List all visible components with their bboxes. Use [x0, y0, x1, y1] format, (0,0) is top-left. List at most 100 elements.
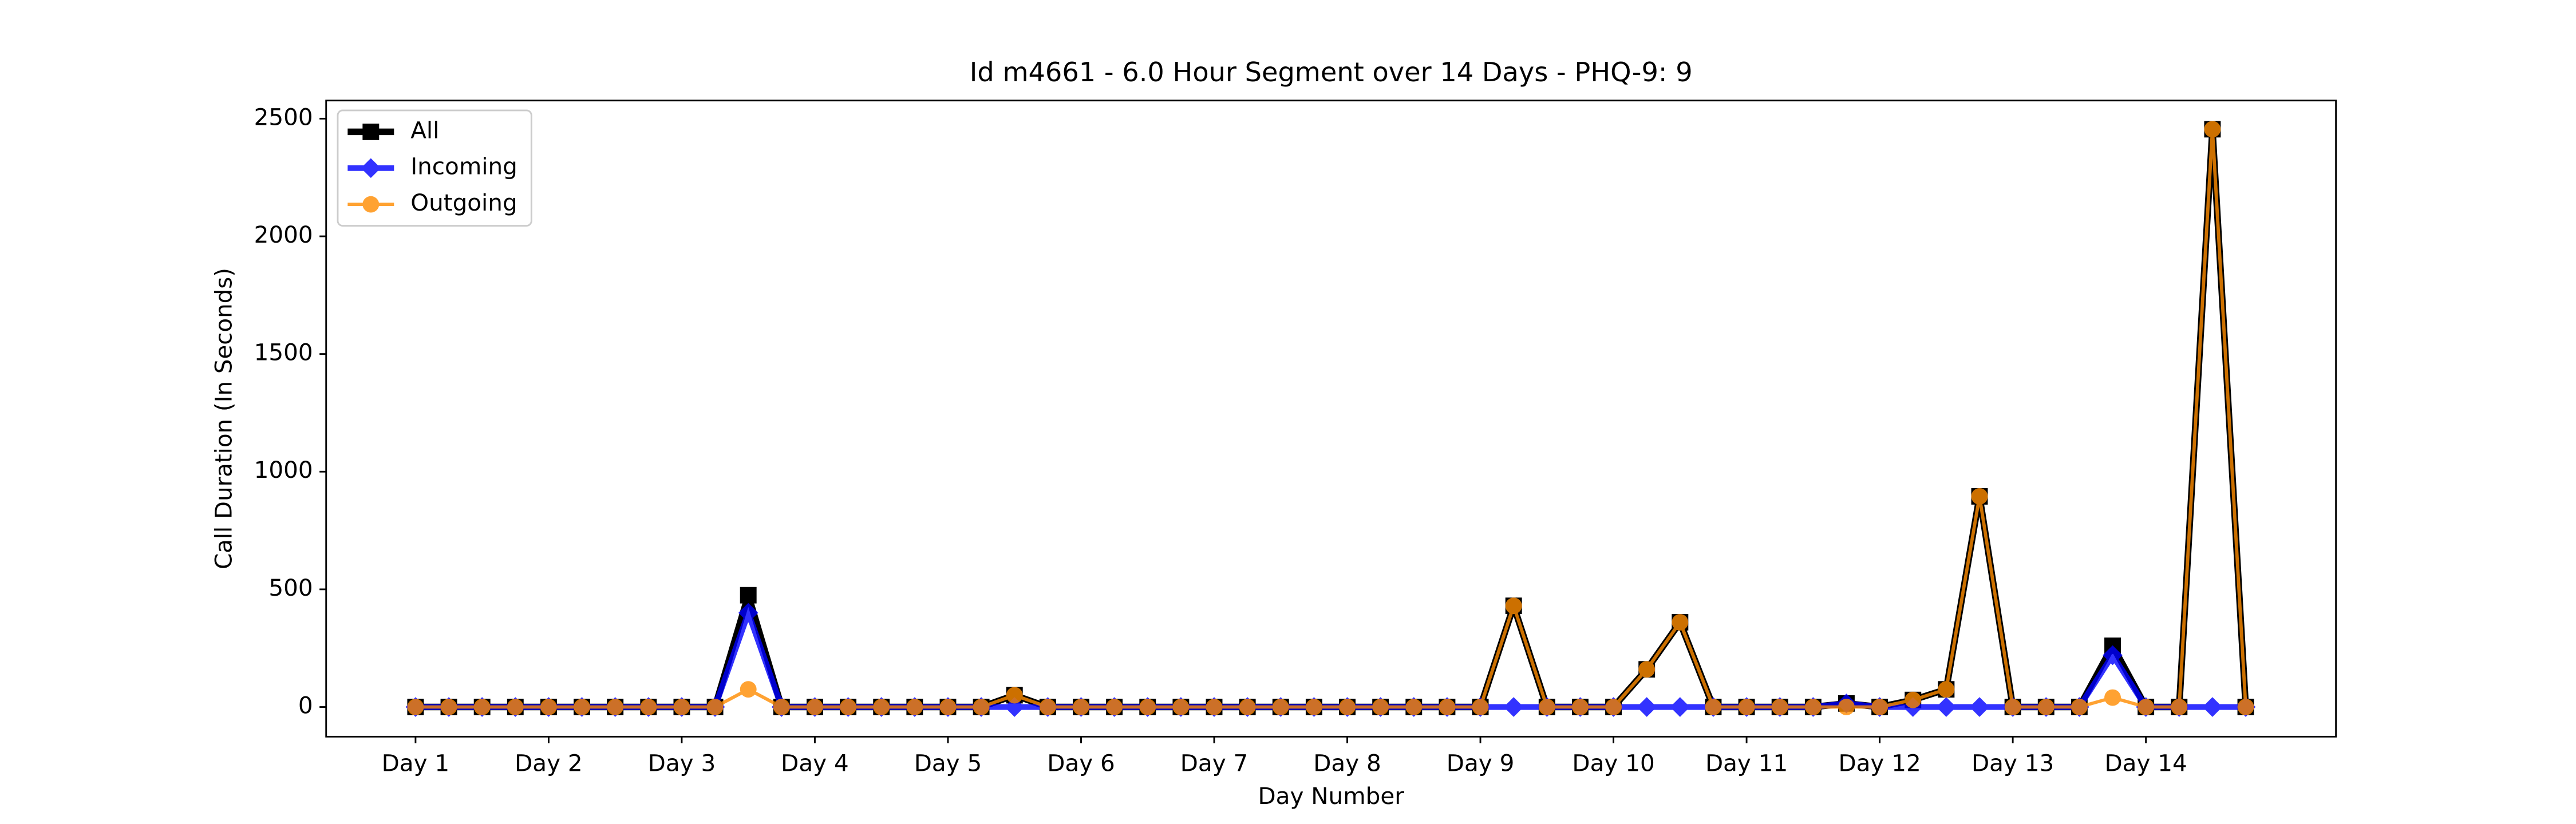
marker [574, 699, 591, 715]
marker [906, 699, 923, 715]
y-tick-label: 1000 [254, 456, 313, 484]
marker [362, 196, 380, 213]
series-line [415, 127, 2247, 709]
chart-title: Id m4661 - 6.0 Hour Segment over 14 Days… [970, 57, 1693, 88]
legend-entry [347, 124, 394, 140]
marker [2104, 689, 2121, 706]
marker [507, 699, 524, 715]
y-tick-label: 0 [298, 692, 313, 719]
marker [1804, 699, 1822, 715]
marker [1439, 699, 1456, 715]
marker [473, 699, 491, 715]
marker [1605, 699, 1622, 715]
legend-label: Outgoing [410, 189, 517, 216]
marker [1936, 697, 1957, 717]
marker [2171, 699, 2188, 715]
marker [806, 699, 823, 715]
marker [1672, 614, 1689, 631]
marker [1971, 488, 1988, 505]
marker [2202, 697, 2223, 717]
marker [1106, 699, 1123, 715]
marker [1838, 699, 1855, 715]
y-tick-label: 2500 [254, 103, 313, 130]
x-tick-label: Day 8 [1313, 749, 1381, 777]
x-tick-label: Day 11 [1705, 749, 1788, 777]
marker [1339, 699, 1356, 715]
plot-area [325, 100, 2337, 738]
marker [740, 681, 757, 698]
marker [1637, 697, 1657, 717]
x-tick-label: Day 14 [2105, 749, 2187, 777]
marker [362, 124, 380, 140]
marker [1905, 691, 1922, 708]
x-tick-label: Day 10 [1572, 749, 1654, 777]
series [407, 121, 2254, 715]
marker [1670, 697, 1690, 717]
marker [973, 699, 990, 715]
marker [1172, 699, 1190, 715]
legend-label: Incoming [410, 153, 517, 180]
marker [1938, 681, 1955, 698]
y-tick-label: 2000 [254, 221, 313, 248]
marker [1405, 699, 1423, 715]
series [407, 121, 2254, 715]
marker [2138, 699, 2155, 715]
marker [407, 699, 424, 715]
marker [673, 699, 690, 715]
x-tick-label: Day 2 [515, 749, 583, 777]
marker [740, 587, 757, 604]
marker [1006, 687, 1023, 704]
marker [2071, 699, 2088, 715]
marker [840, 699, 857, 715]
marker [607, 699, 624, 715]
x-tick-label: Day 13 [1971, 749, 2054, 777]
marker [1239, 699, 1256, 715]
marker [2004, 699, 2021, 715]
x-tick-label: Day 7 [1180, 749, 1249, 777]
legend-label: All [410, 116, 439, 144]
marker [540, 699, 557, 715]
marker [2237, 699, 2254, 715]
marker [1272, 699, 1289, 715]
x-axis-label: Day Number [1258, 782, 1404, 810]
series-line [415, 126, 2249, 711]
marker [440, 699, 457, 715]
marker [1571, 699, 1589, 715]
marker [1705, 699, 1722, 715]
marker [939, 699, 957, 715]
marker [2037, 699, 2055, 715]
marker [1871, 699, 1888, 715]
marker [1472, 699, 1489, 715]
marker [1969, 697, 1990, 717]
marker [1738, 699, 1755, 715]
marker [1505, 597, 1522, 615]
y-tick-label: 500 [268, 574, 313, 601]
x-tick-label: Day 12 [1838, 749, 1921, 777]
x-tick-label: Day 6 [1047, 749, 1115, 777]
marker [1503, 697, 1524, 717]
x-tick-label: Day 9 [1447, 749, 1515, 777]
legend-entry [347, 196, 394, 213]
y-tick-label: 1500 [254, 339, 313, 366]
marker [738, 603, 758, 623]
marker [1039, 699, 1056, 715]
marker [1073, 699, 1089, 715]
marker [1004, 697, 1025, 717]
x-tick-label: Day 4 [781, 749, 849, 777]
marker [1372, 699, 1389, 715]
marker [706, 699, 724, 715]
series-line [415, 609, 2246, 710]
marker [1638, 661, 1656, 678]
marker [2103, 645, 2123, 665]
marker [1771, 699, 1788, 715]
legend-box [337, 109, 532, 227]
x-tick-label: Day 1 [382, 749, 450, 777]
marker [773, 699, 790, 715]
marker [1139, 699, 1156, 715]
marker [1538, 699, 1555, 715]
marker [1305, 699, 1322, 715]
y-axis-label: Call Duration (In Seconds) [210, 268, 237, 569]
marker [873, 699, 890, 715]
